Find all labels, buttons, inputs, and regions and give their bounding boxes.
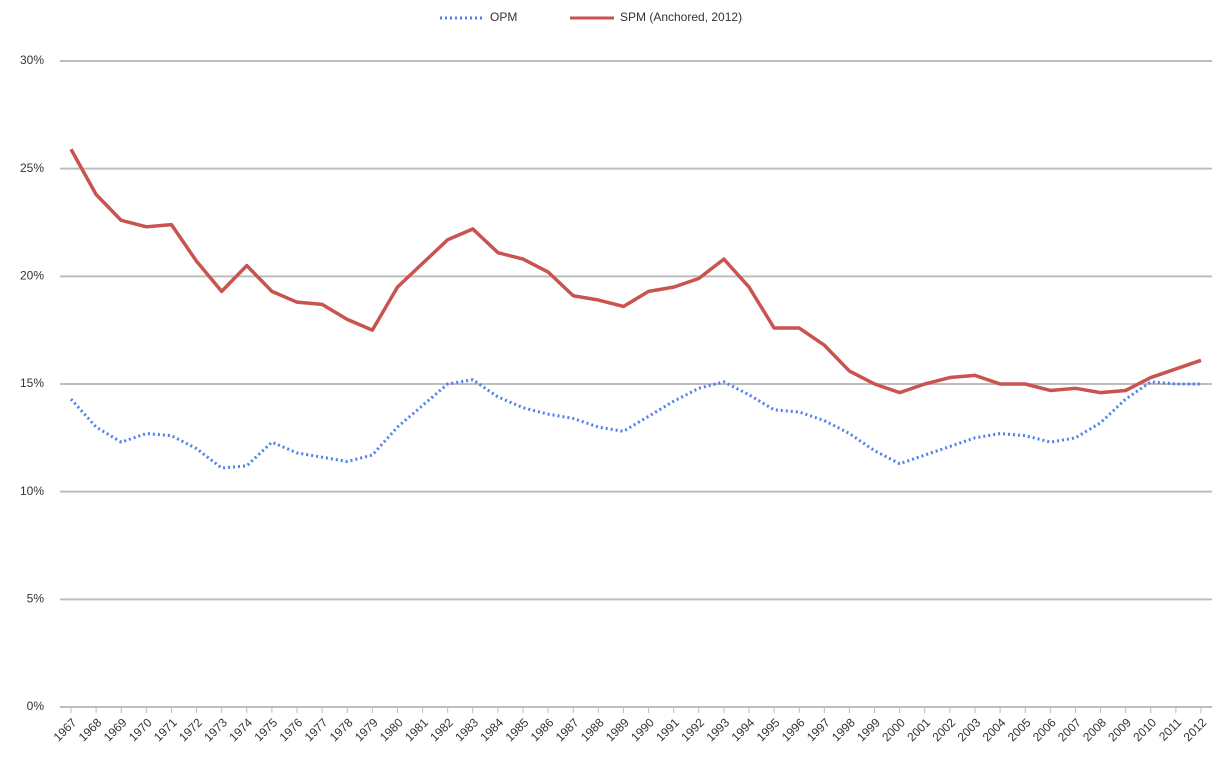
x-tick-label: 1999 <box>854 715 883 744</box>
x-tick-label: 2002 <box>929 715 958 744</box>
legend-label: SPM (Anchored, 2012) <box>620 10 742 24</box>
x-tick-label: 1982 <box>427 715 456 744</box>
x-tick-label: 2007 <box>1055 715 1084 744</box>
legend-label: OPM <box>490 10 517 24</box>
x-tick-label: 1996 <box>779 715 808 744</box>
y-tick-label: 20% <box>20 269 44 283</box>
x-tick-label: 1987 <box>553 715 582 744</box>
x-tick-label: 1989 <box>603 715 632 744</box>
series-line <box>69 148 1202 395</box>
x-tick-label: 1997 <box>804 715 833 744</box>
y-tick-label: 0% <box>27 699 45 713</box>
x-tick-label: 1972 <box>176 715 205 744</box>
x-tick-label: 1971 <box>151 715 180 744</box>
x-tick-label: 1975 <box>251 715 280 744</box>
x-tick-label: 1973 <box>201 715 230 744</box>
x-tick-label: 1986 <box>528 715 557 744</box>
x-tick-label: 1995 <box>754 715 783 744</box>
x-tick-label: 1977 <box>302 715 331 744</box>
x-tick-label: 2008 <box>1080 715 1109 744</box>
x-tick-label: 1991 <box>653 715 682 744</box>
x-tick-label: 1983 <box>452 715 481 744</box>
x-tick-label: 1979 <box>352 715 381 744</box>
y-tick-label: 5% <box>27 592 45 606</box>
x-tick-label: 1968 <box>76 715 105 744</box>
y-tick-label: 15% <box>20 376 44 390</box>
x-tick-label: 2005 <box>1005 715 1034 744</box>
x-tick-label: 1978 <box>327 715 356 744</box>
x-tick-label: 1985 <box>503 715 532 744</box>
x-tick-label: 1980 <box>377 715 406 744</box>
x-tick-label: 2011 <box>1156 715 1184 743</box>
y-tick-label: 25% <box>20 161 44 175</box>
x-tick-label: 1976 <box>277 715 306 744</box>
x-tick-label: 1998 <box>829 715 858 744</box>
x-tick-label: 2010 <box>1130 715 1159 744</box>
x-tick-label: 1974 <box>226 715 255 744</box>
x-tick-label: 2004 <box>980 715 1009 744</box>
x-tick-label: 2001 <box>904 715 933 744</box>
x-tick-label: 1994 <box>729 715 758 744</box>
series-line <box>69 378 1201 470</box>
x-tick-label: 2000 <box>879 715 908 744</box>
y-tick-label: 30% <box>20 53 44 67</box>
x-tick-label: 1984 <box>477 715 506 744</box>
x-tick-label: 1981 <box>402 715 431 744</box>
y-tick-label: 10% <box>20 484 44 498</box>
x-tick-label: 1969 <box>101 715 130 744</box>
x-tick-label: 1970 <box>126 715 155 744</box>
x-tick-label: 2009 <box>1105 715 1134 744</box>
x-tick-label: 2006 <box>1030 715 1059 744</box>
x-tick-label: 2012 <box>1181 715 1210 744</box>
x-tick-label: 1967 <box>51 715 80 744</box>
x-tick-label: 1993 <box>703 715 732 744</box>
x-tick-label: 1990 <box>628 715 657 744</box>
x-tick-label: 2003 <box>955 715 984 744</box>
x-tick-label: 1988 <box>578 715 607 744</box>
x-tick-label: 1992 <box>678 715 707 744</box>
